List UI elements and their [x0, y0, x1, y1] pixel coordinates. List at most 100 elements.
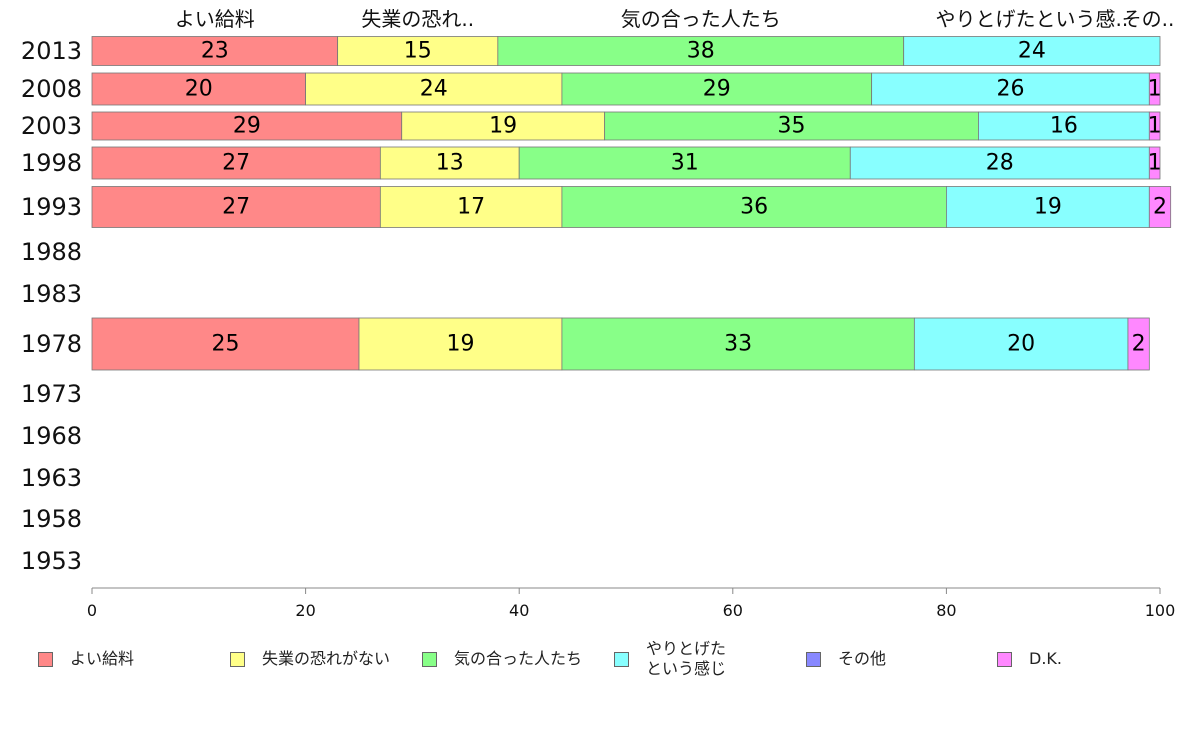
legend-label: よい給料: [70, 649, 135, 668]
bar-value-label: 28: [986, 151, 1014, 176]
year-label: 1988: [21, 238, 82, 266]
legend-swatch: [230, 651, 245, 667]
bar-segment: [1148, 72, 1161, 106]
bar-value-label: 25: [212, 332, 240, 357]
bar-segment: [1148, 146, 1161, 180]
x-tick-label: 20: [295, 601, 315, 620]
bar-segment: [871, 72, 1150, 106]
year-label: 2003: [21, 112, 82, 140]
x-tick-label: 100: [1145, 601, 1176, 620]
bar-segment: [561, 72, 873, 106]
bar-segment: [1127, 317, 1150, 371]
year-label: 1958: [21, 505, 82, 533]
bar-segment: [91, 146, 381, 180]
bar-segment: [91, 72, 307, 106]
bar-segment: [305, 72, 563, 106]
bar-segment: [913, 317, 1129, 371]
bar-value-label: 38: [687, 39, 715, 64]
bar-value-label: 33: [724, 332, 752, 357]
series-top-label: 失業の恐れ..: [361, 7, 474, 31]
bar-segment: [401, 111, 606, 141]
series-top-label: 気の合った人たち: [621, 7, 781, 31]
bar-value-label: 36: [740, 195, 768, 220]
legend-swatch: [614, 651, 629, 667]
legend-label: その他: [838, 649, 887, 668]
bar-value-label: 19: [1034, 195, 1062, 220]
year-label: 1983: [21, 280, 82, 308]
legend-label: やりとげた という感じ: [646, 639, 727, 678]
bar-value-label: 2: [1132, 332, 1146, 357]
series-top-labels: よい給料 失業の恐れ.. 気の合った人たち やりとげたという感..その..: [175, 7, 1175, 31]
bar-value-label: 26: [996, 77, 1024, 102]
bar-segment: [91, 111, 403, 141]
legend-item: やりとげた という感じ: [614, 639, 727, 678]
bar-value-label: 20: [1007, 332, 1035, 357]
bars: 23 15 38 24 20 24 29 26 1 29 19 35 16 1 27 13 31 28 1 27 17 3…: [91, 36, 1172, 371]
bar-value-label: 29: [703, 77, 731, 102]
bar-value-label: 27: [222, 195, 250, 220]
year-label: 1993: [21, 193, 82, 221]
x-tick-label: 60: [723, 601, 743, 620]
bar-segment: [978, 111, 1150, 141]
bar-segment: [91, 36, 339, 66]
legend-label: 失業の恐れがない: [262, 649, 391, 668]
bar-segment: [849, 146, 1150, 180]
bar-segment: [358, 317, 563, 371]
year-label: 1973: [21, 380, 82, 408]
legend-item: 気の合った人たち: [422, 640, 582, 678]
bar-value-label: 2: [1153, 195, 1167, 220]
legend-item: D.K.: [997, 640, 1062, 678]
legend-item: 失業の恐れがない: [230, 640, 390, 678]
stacked-bar-chart: よい給料 失業の恐れ.. 気の合った人たち やりとげたという感..その.. 20132…: [21, 7, 1176, 620]
bar-segment: [561, 186, 947, 228]
bar-segment: [337, 36, 499, 66]
bar-value-label: 19: [489, 114, 517, 139]
bar-value-label: 15: [404, 39, 432, 64]
bar-value-label: 31: [671, 151, 699, 176]
series-top-label: やりとげたという感..: [935, 7, 1128, 31]
x-tick-label: 0: [87, 601, 97, 620]
x-tick-label: 80: [936, 601, 956, 620]
bar-value-label: 17: [457, 195, 485, 220]
bar-segment: [604, 111, 979, 141]
bar-value-label: 23: [201, 39, 229, 64]
bar-segment: [91, 317, 360, 371]
year-label: 1963: [21, 464, 82, 492]
bar-value-label: 24: [420, 77, 448, 102]
legend-item: その他: [806, 640, 886, 678]
bar-value-label: 1: [1148, 151, 1162, 176]
bar-segment: [379, 186, 563, 228]
bar-segment: [497, 36, 905, 66]
year-label: 1998: [21, 149, 82, 177]
legend-item: よい給料: [38, 640, 134, 678]
bar-value-label: 24: [1018, 39, 1046, 64]
series-top-label: その..: [1122, 7, 1175, 31]
legend-swatch: [38, 651, 53, 667]
bar-segment: [903, 36, 1161, 66]
bar-value-label: 13: [436, 151, 464, 176]
bar-segment: [1148, 111, 1161, 141]
series-top-label: よい給料: [175, 7, 255, 31]
bar-value-label: 20: [185, 77, 213, 102]
bar-value-label: 1: [1148, 77, 1162, 102]
year-label: 1953: [21, 547, 82, 575]
bar-segment: [946, 186, 1150, 228]
x-tick-label: 40: [509, 601, 529, 620]
legend-label: D.K.: [1029, 649, 1062, 668]
bar-segment: [91, 186, 381, 228]
bar-value-label: 16: [1050, 114, 1078, 139]
bar-segment: [561, 317, 915, 371]
year-label: 2013: [21, 37, 82, 65]
legend-label: 気の合った人たち: [454, 649, 583, 668]
bar-value-label: 1: [1148, 114, 1162, 139]
year-label: 1968: [21, 422, 82, 450]
bar-segment: [518, 146, 851, 180]
bar-value-label: 29: [233, 114, 261, 139]
bar-segment: [379, 146, 520, 180]
legend: よい給料 失業の恐れがない 気の合った人たち やりとげた という感じ その他 D.K.: [0, 639, 1188, 684]
legend-swatch: [806, 651, 821, 667]
legend-swatch: [997, 651, 1012, 667]
legend-swatch: [422, 651, 437, 667]
year-label: 2008: [21, 75, 82, 103]
bar-value-label: 19: [446, 332, 474, 357]
